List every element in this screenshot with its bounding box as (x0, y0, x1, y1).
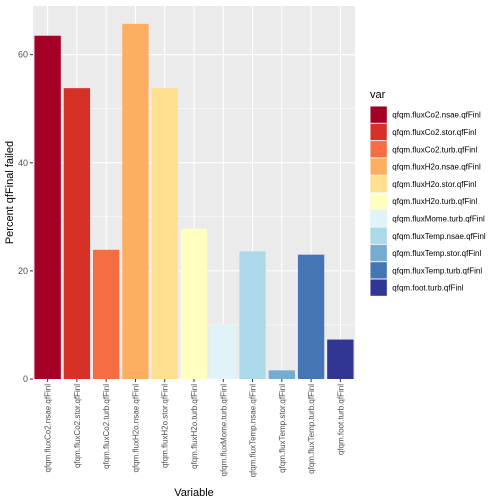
legend-swatch (370, 123, 387, 141)
x-tick-label: qfqm.fluxH2o.turb.qfFinl (190, 384, 199, 469)
x-tick-label: qfqm.fluxCo2.turb.qfFinl (102, 384, 111, 469)
x-tick-label: qfqm.fluxCo2.nsae.qfFinl (44, 384, 53, 473)
bar-qfqm.fluxMome.turb.qfFinl (210, 324, 237, 379)
bar-qfqm.fluxCo2.stor.qfFinl (63, 88, 91, 379)
bar-qfqm.fluxH2o.turb.qfFinl (180, 228, 208, 379)
legend-swatch (370, 210, 387, 227)
x-tick-label: qfqm.fluxTemp.nsae.qfFinl (249, 384, 258, 478)
y-tick-label: 40 (18, 158, 28, 168)
legend-title: var (370, 89, 386, 101)
legend-swatch (370, 244, 387, 262)
bar-qfqm.fluxTemp.turb.qfFinl (297, 254, 325, 379)
y-tick-label: 20 (18, 266, 28, 276)
y-axis-title: Percent qfFinal failed (4, 141, 16, 244)
y-tick-label: 0 (23, 374, 28, 384)
legend-swatch (370, 158, 387, 175)
x-tick-label: qfqm.fluxH2o.stor.qfFinl (161, 384, 170, 468)
x-tick-label: qfqm.fluxMome.turb.qfFinl (219, 384, 228, 477)
bar-qfqm.fluxTemp.stor.qfFinl (268, 370, 295, 379)
legend-label: qfqm.fluxTemp.nsae.qfFinl (392, 232, 486, 241)
legend-label: qfqm.fluxMome.turb.qfFinl (392, 214, 485, 223)
legend-label: qfqm.fluxTemp.stor.qfFinl (392, 249, 481, 258)
bar-qfqm.fluxCo2.nsae.qfFinl (34, 35, 61, 380)
legend-label: qfqm.foot.turb.qfFinl (392, 284, 463, 293)
y-axis: 0 20 40 60 (18, 50, 33, 384)
legend-swatch (370, 106, 387, 123)
bar-qfqm.foot.turb.qfFinl (327, 339, 354, 379)
bar-qfqm.fluxH2o.nsae.qfFinl (122, 23, 149, 379)
x-axis: qfqm.fluxCo2.nsae.qfFinl qfqm.fluxCo2.sto… (44, 379, 345, 478)
legend-swatch (370, 193, 387, 210)
bars (34, 23, 354, 380)
legend-swatch (370, 262, 387, 279)
legend-label: qfqm.fluxCo2.turb.qfFinl (392, 145, 477, 154)
x-tick-label: qfqm.fluxTemp.stor.qfFinl (278, 384, 287, 473)
bar-qfqm.fluxTemp.nsae.qfFinl (239, 251, 266, 379)
legend-label: qfqm.fluxH2o.turb.qfFinl (392, 197, 477, 206)
legend-swatch (370, 279, 387, 296)
x-tick-label: qfqm.fluxH2o.nsae.qfFinl (131, 384, 140, 473)
legend-label: qfqm.fluxH2o.nsae.qfFinl (392, 163, 481, 172)
bar-qfqm.fluxCo2.turb.qfFinl (93, 249, 120, 379)
y-tick-label: 60 (18, 50, 28, 60)
x-axis-title: Variable (174, 487, 214, 499)
legend-label: qfqm.fluxCo2.stor.qfFinl (392, 128, 476, 137)
legend-label: qfqm.fluxCo2.nsae.qfFinl (392, 111, 481, 120)
legend: var qfqm.fluxCo2.nsae.qfFinl qfqm.fluxCo2… (370, 89, 486, 297)
legend-swatch (370, 227, 387, 244)
legend-label: qfqm.fluxH2o.stor.qfFinl (392, 180, 476, 189)
x-tick-label: qfqm.fluxTemp.turb.qfFinl (307, 384, 316, 474)
legend-swatch (370, 175, 387, 192)
bar-qfqm.fluxH2o.stor.qfFinl (151, 88, 178, 379)
x-tick-label: qfqm.fluxCo2.stor.qfFinl (73, 384, 82, 468)
legend-swatch (370, 141, 387, 158)
x-tick-label: qfqm.foot.turb.qfFinl (336, 384, 345, 455)
legend-label: qfqm.fluxTemp.turb.qfFinl (392, 266, 482, 275)
